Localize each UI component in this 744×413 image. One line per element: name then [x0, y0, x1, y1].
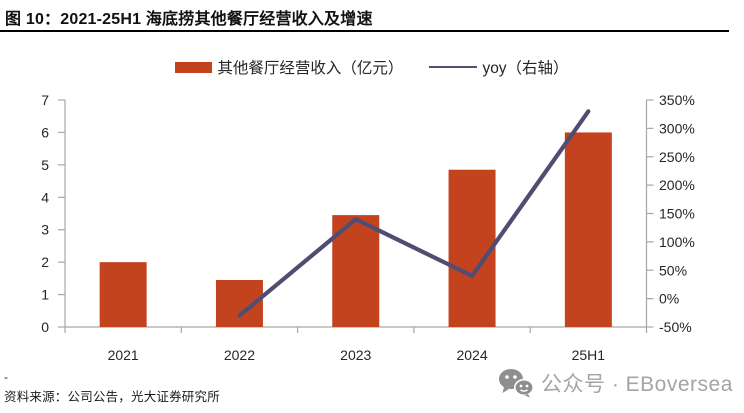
- left-axis-tick-label: 4: [41, 189, 49, 205]
- revenue-bar-25H1: [564, 132, 612, 327]
- wechat-icon: [499, 369, 534, 398]
- x-axis-category-label: 2022: [224, 347, 255, 363]
- left-axis-tick-label: 1: [41, 287, 49, 303]
- left-axis-tick-label: 6: [41, 124, 49, 140]
- line-series-swatch: [429, 66, 478, 68]
- left-axis-tick-label: 2: [41, 254, 49, 270]
- right-axis-tick-label: 150%: [659, 206, 695, 222]
- left-axis-tick-label: 7: [41, 92, 49, 108]
- yoy-line: [237, 109, 591, 318]
- right-axis-tick-label: 100%: [659, 234, 695, 250]
- right-axis-tick-label: -50%: [659, 319, 692, 335]
- right-axis-tick-label: 50%: [659, 262, 687, 278]
- right-axis-tick-label: 0%: [659, 291, 679, 307]
- footnote-dash: -: [4, 370, 8, 384]
- legend-item-line: yoy（右轴）: [429, 56, 569, 78]
- legend-line-label: yoy（右轴）: [482, 60, 569, 77]
- x-axis-category-label: 2021: [108, 347, 139, 363]
- source-note: 资料来源：公司公告，光大证券研究所: [4, 390, 220, 404]
- bar-series-swatch: [175, 61, 213, 73]
- right-axis-tick-label: 200%: [659, 177, 695, 193]
- x-axis-category-label: 25H1: [572, 347, 606, 363]
- watermark: 公众号 · EBoversea: [498, 368, 733, 398]
- left-axis-tick-label: 5: [41, 157, 49, 173]
- revenue-bar-2024: [448, 169, 496, 327]
- x-axis-category-label: 2023: [340, 347, 371, 363]
- left-axis-tick-label: 0: [41, 319, 49, 335]
- legend-item-bar: 其他餐厅经营收入（亿元）: [175, 56, 403, 78]
- figure-title: 图 10：2021-25H1 海底捞其他餐厅经营收入及增速: [5, 11, 373, 28]
- right-axis-tick-label: 350%: [659, 92, 695, 108]
- chart-legend: 其他餐厅经营收入（亿元） yoy（右轴）: [0, 56, 744, 78]
- right-axis-tick-label: 250%: [659, 149, 695, 165]
- watermark-text: 公众号 · EBoversea: [541, 373, 733, 396]
- left-axis-tick-label: 3: [41, 222, 49, 238]
- right-axis-tick-label: 300%: [659, 120, 695, 136]
- combo-chart: 0 1 2 3 4 5 6 7 -50% 0% 50% 100% 150% 200% 250% 300% 350…: [41, 92, 695, 363]
- revenue-bar-2021: [99, 262, 147, 327]
- legend-bar-label: 其他餐厅经营收入（亿元）: [217, 60, 404, 77]
- x-axis-category-label: 2024: [456, 347, 487, 363]
- title-divider: [0, 30, 729, 32]
